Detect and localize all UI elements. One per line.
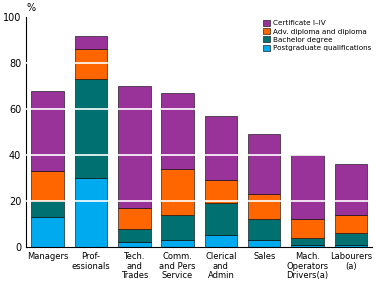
Bar bbox=[291, 245, 324, 247]
Text: %: % bbox=[26, 3, 35, 12]
Bar bbox=[161, 93, 194, 169]
Bar bbox=[118, 242, 150, 247]
Bar bbox=[31, 91, 64, 171]
Bar bbox=[31, 171, 64, 201]
Bar bbox=[161, 240, 194, 247]
Bar bbox=[335, 245, 367, 247]
Bar bbox=[291, 219, 324, 238]
Bar bbox=[204, 180, 237, 203]
Bar bbox=[161, 215, 194, 240]
Bar bbox=[291, 155, 324, 219]
Bar bbox=[118, 229, 150, 242]
Bar bbox=[118, 208, 150, 229]
Bar bbox=[118, 86, 150, 208]
Bar bbox=[335, 233, 367, 245]
Legend: Certificate I–IV, Adv. diploma and diploma, Bachelor degree, Postgraduate qualif: Certificate I–IV, Adv. diploma and diplo… bbox=[262, 18, 372, 53]
Bar bbox=[291, 238, 324, 245]
Bar bbox=[335, 164, 367, 215]
Bar bbox=[75, 79, 107, 178]
Bar bbox=[204, 116, 237, 180]
Bar bbox=[204, 203, 237, 235]
Bar bbox=[248, 194, 280, 219]
Bar bbox=[248, 219, 280, 240]
Bar bbox=[31, 217, 64, 247]
Bar bbox=[31, 201, 64, 217]
Bar bbox=[161, 169, 194, 215]
Bar bbox=[204, 235, 237, 247]
Bar bbox=[248, 134, 280, 194]
Bar bbox=[75, 49, 107, 79]
Bar bbox=[75, 36, 107, 49]
Bar bbox=[75, 178, 107, 247]
Bar bbox=[248, 240, 280, 247]
Bar bbox=[335, 215, 367, 233]
